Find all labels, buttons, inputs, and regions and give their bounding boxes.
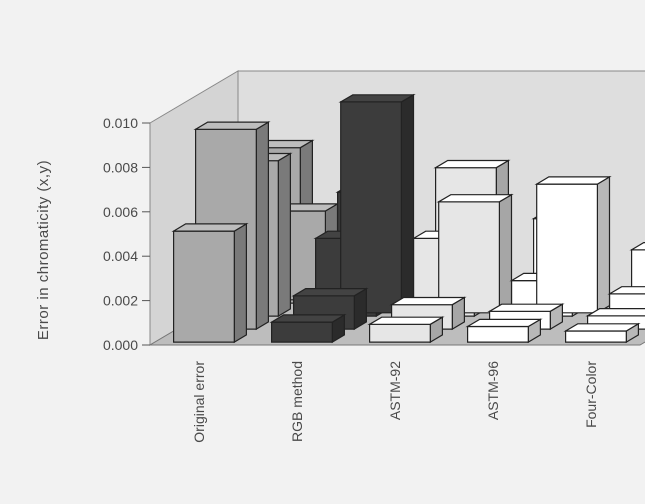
bars (171, 93, 645, 344)
category-label: Four-Color (583, 361, 599, 428)
y-tick-label: 0.010 (103, 115, 138, 131)
bar (338, 93, 416, 314)
bar (367, 316, 445, 344)
bar (563, 322, 641, 344)
y-tick-label: 0.002 (103, 293, 138, 309)
bar (465, 318, 543, 344)
y-tick-label: 0.000 (103, 337, 138, 353)
category-labels: Original error RGB method ASTM-92 ASTM-96 Fo… (191, 361, 599, 443)
y-axis-ticks: 0.000 0.002 0.004 0.006 0.008 0.010 (103, 115, 150, 353)
y-tick-label: 0.004 (103, 248, 138, 264)
category-label: ASTM-92 (387, 361, 403, 420)
bar (171, 222, 249, 344)
y-tick-label: 0.006 (103, 204, 138, 220)
category-label: RGB method (289, 361, 305, 442)
category-label: Original error (191, 361, 207, 443)
bar (534, 175, 612, 314)
category-label: ASTM-96 (485, 361, 501, 420)
bar (436, 193, 514, 314)
y-axis-label: Error in chromaticity (x,y) (35, 160, 52, 340)
bar (269, 313, 347, 344)
y-tick-label: 0.008 (103, 159, 138, 175)
